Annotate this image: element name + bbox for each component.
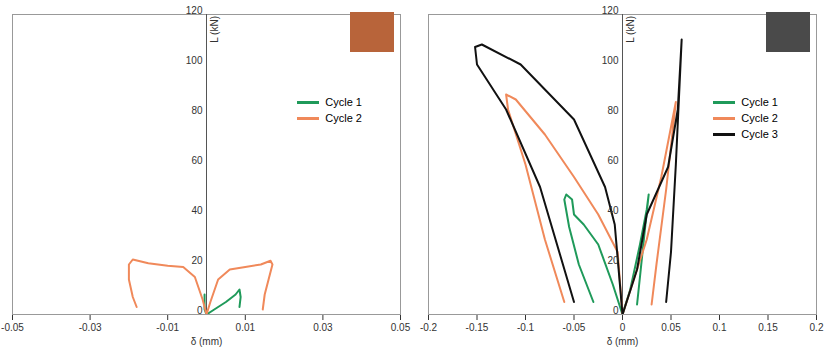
svg-text:40: 40 <box>191 205 203 216</box>
svg-text:0.1: 0.1 <box>713 322 727 333</box>
svg-text:60: 60 <box>607 155 619 166</box>
svg-text:120: 120 <box>602 5 619 16</box>
svg-text:0: 0 <box>620 322 626 333</box>
svg-text:-0.03: -0.03 <box>79 322 102 333</box>
svg-text:0.05: 0.05 <box>661 322 681 333</box>
svg-text:-0.2: -0.2 <box>420 322 438 333</box>
svg-text:L (kN): L (kN) <box>625 16 636 43</box>
svg-text:-0.05: -0.05 <box>563 322 586 333</box>
svg-text:0.01: 0.01 <box>236 322 256 333</box>
html-text:Cycle 1: Cycle 1 <box>741 96 778 108</box>
svg-text:100: 100 <box>602 55 619 66</box>
html-text:Cycle 2: Cycle 2 <box>325 112 362 124</box>
svg-text:L (kN): L (kN) <box>209 16 220 43</box>
svg-text:-0.15: -0.15 <box>466 322 489 333</box>
svg-text:-0.1: -0.1 <box>517 322 535 333</box>
html-text:Cycle 3: Cycle 3 <box>741 128 778 140</box>
svg-text:0.2: 0.2 <box>810 322 824 333</box>
svg-text:20: 20 <box>607 255 619 266</box>
svg-text:-0.05: -0.05 <box>1 322 24 333</box>
svg-text:δ (mm): δ (mm) <box>607 336 639 347</box>
svg-text:20: 20 <box>191 255 203 266</box>
svg-text:80: 80 <box>191 105 203 116</box>
svg-text:80: 80 <box>607 105 619 116</box>
svg-text:0.15: 0.15 <box>758 322 778 333</box>
svg-text:δ (mm): δ (mm) <box>191 336 223 347</box>
svg-text:-0.01: -0.01 <box>156 322 179 333</box>
svg-text:0.05: 0.05 <box>391 322 411 333</box>
svg-text:0: 0 <box>197 305 203 316</box>
html-text:Cycle 1: Cycle 1 <box>325 96 362 108</box>
svg-text:120: 120 <box>186 5 203 16</box>
svg-text:0: 0 <box>613 305 619 316</box>
svg-text:0.03: 0.03 <box>313 322 333 333</box>
svg-text:100: 100 <box>186 55 203 66</box>
svg-text:60: 60 <box>191 155 203 166</box>
html-text:Cycle 2: Cycle 2 <box>741 112 778 124</box>
svg-text:40: 40 <box>607 205 619 216</box>
